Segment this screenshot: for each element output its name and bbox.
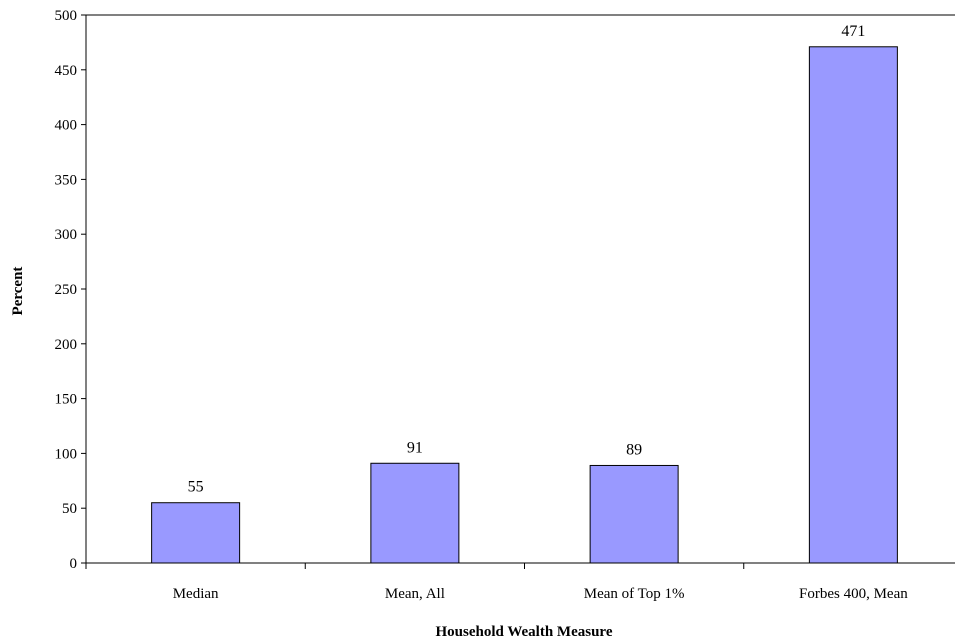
y-tick-label: 450	[55, 63, 78, 79]
x-tick-label: Median	[173, 586, 219, 602]
y-tick-label: 200	[55, 337, 78, 353]
data-label: 55	[188, 479, 204, 496]
x-axis-title: Household Wealth Measure	[436, 624, 613, 639]
y-tick-label: 0	[70, 556, 78, 572]
y-tick-label: 300	[55, 227, 78, 243]
bar	[370, 462, 460, 564]
bar	[808, 46, 898, 564]
y-tick-label: 50	[62, 501, 77, 517]
plot-area: 55 91 89 471 0 50 100 150 200 250 300 350 400 450 500 M…	[55, 8, 955, 602]
y-tick-label: 150	[55, 392, 78, 408]
x-tick-label: Mean of Top 1%	[584, 586, 685, 602]
y-axis-title: Percent	[10, 267, 26, 316]
y-tick-label: 500	[55, 8, 78, 24]
y-tick-label: 400	[55, 118, 78, 134]
bar	[151, 502, 241, 564]
data-label: 471	[841, 23, 865, 40]
y-tick-label: 250	[55, 282, 78, 298]
bar	[589, 464, 679, 564]
data-label: 91	[407, 439, 423, 456]
x-tick-label: Mean, All	[385, 586, 445, 602]
data-label: 89	[626, 441, 642, 458]
x-tick-label: Forbes 400, Mean	[799, 586, 908, 602]
y-tick-label: 350	[55, 172, 78, 188]
y-tick-label: 100	[55, 446, 78, 462]
